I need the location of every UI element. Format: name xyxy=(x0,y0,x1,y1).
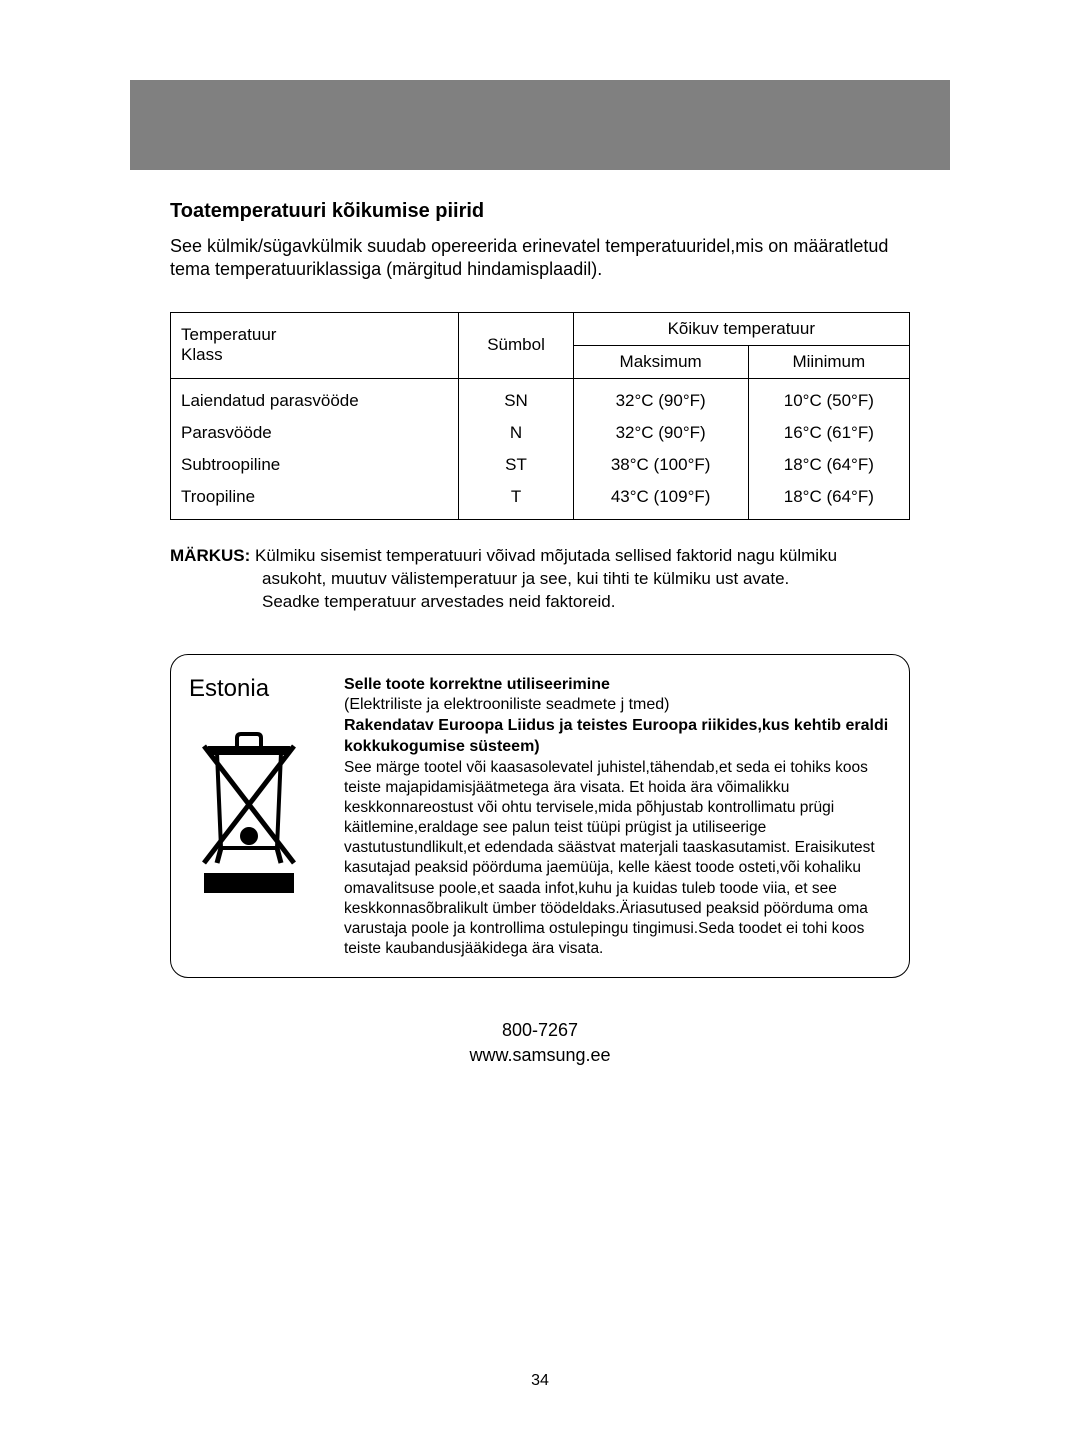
country-label: Estonia xyxy=(189,675,324,703)
note-label: MÄRKUS: xyxy=(170,546,250,565)
table-cell: 18°C (64°F) xyxy=(748,449,909,481)
contact-url: www.samsung.ee xyxy=(170,1043,910,1068)
table-cell: 18°C (64°F) xyxy=(748,481,909,520)
table-cell: 32°C (90°F) xyxy=(573,378,748,417)
section-title: Toatemperatuuri kõikumise piirid xyxy=(170,200,910,223)
table-cell: 43°C (109°F) xyxy=(573,481,748,520)
table-cell: Subtroopiline xyxy=(171,449,459,481)
table-cell: Laiendatud parasvööde xyxy=(171,378,459,417)
temperature-table: Temperatuur Klass Sümbol Kõikuv temperat… xyxy=(170,312,910,520)
table-cell: Troopiline xyxy=(171,481,459,520)
table-cell: SN xyxy=(459,378,573,417)
disposal-heading2: Rakendatav Euroopa Liidus ja teistes Eur… xyxy=(344,716,891,758)
note-line1: Külmiku sisemist temperatuuri võivad mõj… xyxy=(250,546,837,565)
table-cell: 16°C (61°F) xyxy=(748,417,909,449)
table-header-klass: Temperatuur Klass xyxy=(171,312,459,378)
note-paragraph: MÄRKUS: Külmiku sisemist temperatuuri võ… xyxy=(170,545,910,614)
weee-bin-icon xyxy=(189,718,309,898)
contact-info: 800-7267 www.samsung.ee xyxy=(170,1018,910,1068)
header-banner xyxy=(130,80,950,170)
contact-phone: 800-7267 xyxy=(170,1018,910,1043)
table-cell: 10°C (50°F) xyxy=(748,378,909,417)
page-number: 34 xyxy=(0,1372,1080,1390)
table-cell: N xyxy=(459,417,573,449)
table-cell: 32°C (90°F) xyxy=(573,417,748,449)
table-header-symbol: Sümbol xyxy=(459,312,573,378)
intro-paragraph: See külmik/sügavkülmik suudab opereerida… xyxy=(170,235,910,282)
note-line2: asukoht, muutuv välistemperatuur ja see,… xyxy=(170,568,910,591)
table-cell: ST xyxy=(459,449,573,481)
note-line3: Seadke temperatuur arvestades neid fakto… xyxy=(170,591,910,614)
table-cell: Parasvööde xyxy=(171,417,459,449)
table-cell: T xyxy=(459,481,573,520)
table-header-range: Kõikuv temperatuur xyxy=(573,312,909,345)
disposal-box: Estonia Selle toote korrektne utiliseeri… xyxy=(170,654,910,979)
disposal-heading: Selle toote korrektne utiliseerimine xyxy=(344,675,891,696)
table-header-max: Maksimum xyxy=(573,345,748,378)
disposal-subheading: (Elektriliste ja elektrooniliste seadmet… xyxy=(344,695,891,716)
disposal-body: See märge tootel või kaasasolevatel juhi… xyxy=(344,758,891,959)
table-header-min: Miinimum xyxy=(748,345,909,378)
table-cell: 38°C (100°F) xyxy=(573,449,748,481)
